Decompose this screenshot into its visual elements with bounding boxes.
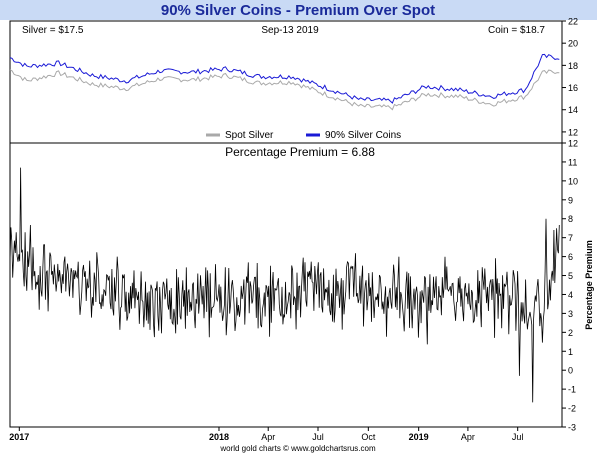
top-panel-frame: [9, 20, 563, 144]
premium-line: [9, 167, 560, 403]
bottom-y-tick-label: 9: [568, 195, 573, 205]
top-y-tick-label: 20: [568, 39, 578, 49]
bottom-y-tick-label: 0: [568, 366, 573, 376]
silver-price-label: Silver = $17.5: [22, 25, 84, 36]
bottom-y-tick-label: 7: [568, 233, 573, 243]
bottom-y-tick-label: 10: [568, 176, 578, 186]
date-label: Sep-13 2019: [261, 25, 319, 36]
x-tick-label: Apr: [261, 432, 275, 442]
legend-label: 90% Silver Coins: [325, 130, 401, 141]
y-axis-title: Percentage Premium: [584, 240, 594, 330]
spot-silver-line: [9, 69, 560, 111]
legend-label: Spot Silver: [225, 130, 274, 141]
bottom-y-tick-label: 12: [568, 139, 578, 149]
title-bar: [0, 0, 597, 20]
bottom-y-tick-label: -3: [568, 423, 576, 433]
top-y-tick-label: 14: [568, 105, 578, 115]
bottom-y-tick-label: 4: [568, 290, 573, 300]
x-tick-label: 2019: [409, 432, 429, 442]
bottom-y-tick-label: 8: [568, 214, 573, 224]
bottom-y-tick-label: -1: [568, 385, 576, 395]
bottom-y-tick-label: 11: [568, 157, 577, 167]
bottom-y-tick-label: 1: [568, 347, 573, 357]
bottom-panel-frame: [9, 142, 563, 428]
x-tick-label: Jul: [512, 432, 524, 442]
bottom-y-tick-label: 2: [568, 328, 573, 338]
x-tick-label: Oct: [361, 432, 376, 442]
top-y-tick-label: 16: [568, 83, 578, 93]
footer-credit: world gold charts © www.goldchartsrus.co…: [219, 444, 376, 453]
premium-title: Percentage Premium = 6.88: [225, 145, 375, 159]
bottom-y-tick-label: 5: [568, 271, 573, 281]
top-y-tick-label: 12: [568, 127, 578, 137]
x-tick-label: Apr: [461, 432, 475, 442]
bottom-y-tick-label: 3: [568, 309, 573, 319]
top-y-tick-label: 18: [568, 61, 578, 71]
coin-price-label: Coin = $18.7: [488, 25, 545, 36]
chart-title: 90% Silver Coins - Premium Over Spot: [161, 2, 435, 19]
x-tick-label: Jul: [312, 432, 324, 442]
bottom-y-tick-label: -2: [568, 404, 576, 414]
top-y-tick-label: 22: [568, 17, 578, 27]
bottom-y-tick-label: 6: [568, 252, 573, 262]
x-tick-label: 2017: [9, 432, 29, 442]
x-tick-label: 2018: [209, 432, 229, 442]
silver-coins-line: [9, 53, 560, 104]
